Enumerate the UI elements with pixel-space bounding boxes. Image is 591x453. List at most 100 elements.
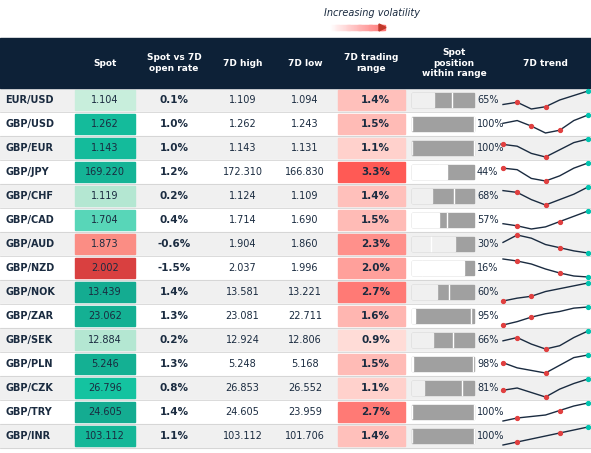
Text: 0.1%: 0.1% [160,95,189,105]
Text: Spot
position
within range: Spot position within range [421,48,486,78]
Bar [0,112,591,136]
Bar [350,25,352,30]
Bar [412,213,439,227]
Text: 1.996: 1.996 [291,263,319,273]
Text: 1.873: 1.873 [91,239,119,249]
Text: GBP/NOK: GBP/NOK [5,287,55,297]
Text: 2.0%: 2.0% [361,263,390,273]
Text: 0.2%: 0.2% [160,191,189,201]
Bar [351,25,352,30]
Bar [365,25,366,30]
Bar [412,357,413,371]
Text: 57%: 57% [477,215,499,225]
Bar [338,402,405,422]
Text: 1.904: 1.904 [229,239,256,249]
Text: Spot: Spot [93,58,116,67]
Bar [0,38,591,88]
Text: 1.5%: 1.5% [361,359,390,369]
Text: 7D trend: 7D trend [523,58,568,67]
Text: -0.6%: -0.6% [157,239,191,249]
Text: 1.124: 1.124 [229,191,256,201]
Bar [339,25,340,30]
Bar [412,189,432,203]
Text: EUR/USD: EUR/USD [5,95,54,105]
Bar [412,237,474,251]
Bar [338,306,405,326]
Bar [353,25,354,30]
Bar [412,309,474,323]
Bar [343,25,344,30]
Text: -1.5%: -1.5% [157,263,191,273]
Text: 5.168: 5.168 [291,359,319,369]
Bar [371,25,372,30]
Bar [412,189,474,203]
Text: 1.104: 1.104 [91,95,119,105]
Bar [0,280,591,304]
Text: 2.002: 2.002 [91,263,119,273]
Text: 23.959: 23.959 [288,407,322,417]
Text: 66%: 66% [477,335,498,345]
Text: GBP/PLN: GBP/PLN [5,359,53,369]
Bar [340,25,341,30]
Bar [374,25,375,30]
Bar [379,25,381,30]
Bar [338,258,405,278]
Bar [412,93,434,107]
Text: 95%: 95% [477,311,498,321]
Bar [75,306,135,326]
Bar [335,25,336,30]
Bar [379,25,380,30]
Bar [342,25,343,30]
Bar [75,90,135,110]
Bar [412,357,474,371]
Bar [75,210,135,230]
Text: 13.439: 13.439 [88,287,122,297]
Text: 2.037: 2.037 [229,263,256,273]
Bar [0,232,591,256]
Text: 1.143: 1.143 [229,143,256,153]
Text: 81%: 81% [477,383,498,393]
FancyArrow shape [379,24,386,31]
Bar [361,25,362,30]
Bar [337,25,339,30]
Bar [355,25,356,30]
Text: 7D trading
range: 7D trading range [345,53,399,72]
Text: 1.3%: 1.3% [160,311,189,321]
Bar [412,333,433,347]
Text: 100%: 100% [477,431,505,441]
Bar [371,25,372,30]
Bar [336,25,337,30]
Bar [0,256,591,280]
Text: 2.3%: 2.3% [361,239,390,249]
Bar [346,25,347,30]
Bar [412,285,474,299]
Bar [352,25,353,30]
Text: 30%: 30% [477,239,498,249]
Bar [75,282,135,302]
Bar [75,114,135,134]
Text: 98%: 98% [477,359,498,369]
Text: 24.605: 24.605 [226,407,259,417]
Text: 0.8%: 0.8% [160,383,189,393]
Text: GBP/SEK: GBP/SEK [5,335,52,345]
Bar [375,25,376,30]
Text: 1.2%: 1.2% [160,167,189,177]
Bar [75,402,135,422]
Bar [0,352,591,376]
Text: GBP/USD: GBP/USD [5,119,54,129]
Bar [366,25,367,30]
Bar [382,25,384,30]
Text: 23.062: 23.062 [88,311,122,321]
Text: 1.109: 1.109 [291,191,319,201]
Bar [412,309,415,323]
Text: 1.4%: 1.4% [361,95,390,105]
Text: 0.4%: 0.4% [160,215,189,225]
Bar [331,25,332,30]
Bar [412,165,474,179]
Bar [75,162,135,182]
Text: 1.690: 1.690 [291,215,319,225]
Bar [338,354,405,374]
Text: 26.796: 26.796 [88,383,122,393]
Bar [0,160,591,184]
Text: 103.112: 103.112 [223,431,262,441]
